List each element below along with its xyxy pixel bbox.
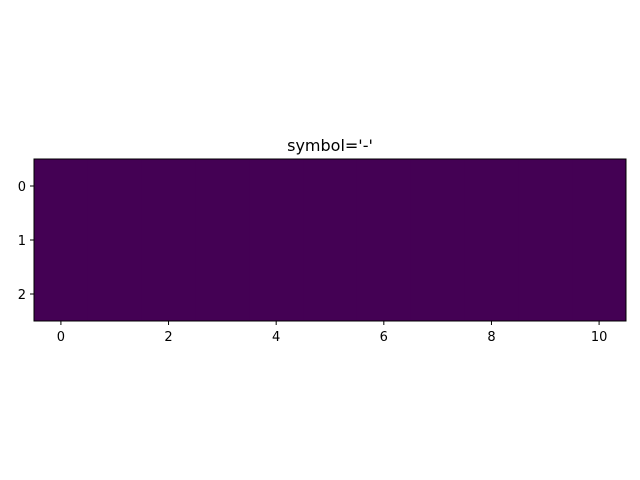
heatmap-cell (356, 267, 412, 322)
heatmap-cell (356, 213, 412, 268)
heatmap-cell (518, 213, 573, 268)
heatmap-cell (464, 267, 519, 322)
heatmap-cell (34, 267, 89, 322)
heatmap-cell (572, 267, 627, 322)
y-axis: 0 1 2 (18, 180, 34, 303)
heatmap-cell (303, 267, 358, 322)
heatmap-cell (249, 159, 304, 214)
heatmap-cell (518, 267, 573, 322)
x-tick-label: 10 (591, 330, 608, 345)
heatmap-cell (572, 159, 627, 214)
heatmap-cell (410, 213, 466, 268)
heatmap-cell (464, 213, 519, 268)
heatmap-cell (572, 213, 627, 268)
x-tick-label: 4 (272, 330, 280, 345)
x-tick-label: 2 (164, 330, 172, 345)
heatmap-cell (410, 159, 466, 214)
heatmap-cell (34, 213, 89, 268)
heatmap-cell (87, 159, 143, 214)
chart-title: symbol='-' (287, 136, 373, 155)
heatmap-cell (464, 159, 519, 214)
heatmap-cell (141, 267, 196, 322)
y-tick-label: 2 (18, 288, 26, 303)
heatmap-cell (87, 213, 143, 268)
heatmap-cell (518, 159, 573, 214)
heatmap-cell (195, 159, 250, 214)
heatmap-cell (356, 159, 412, 214)
y-tick-label: 0 (18, 180, 26, 195)
x-tick-label: 8 (487, 330, 495, 345)
heatmap-cell (87, 267, 143, 322)
y-tick-label: 1 (18, 234, 26, 249)
heatmap-cell (195, 213, 250, 268)
x-tick-label: 0 (57, 330, 65, 345)
heatmap-cell (34, 159, 89, 214)
heatmap-cell (195, 267, 250, 322)
x-axis: 0 2 4 6 8 10 (57, 321, 608, 345)
heatmap-cell (249, 213, 304, 268)
heatmap-cell (141, 159, 196, 214)
heatmap-cell (249, 267, 304, 322)
heatmap-cell (303, 159, 358, 214)
heatmap-cells (34, 159, 627, 322)
heatmap-cell (141, 213, 196, 268)
heatmap-cell (303, 213, 358, 268)
heatmap-cell (410, 267, 466, 322)
x-tick-label: 6 (380, 330, 388, 345)
